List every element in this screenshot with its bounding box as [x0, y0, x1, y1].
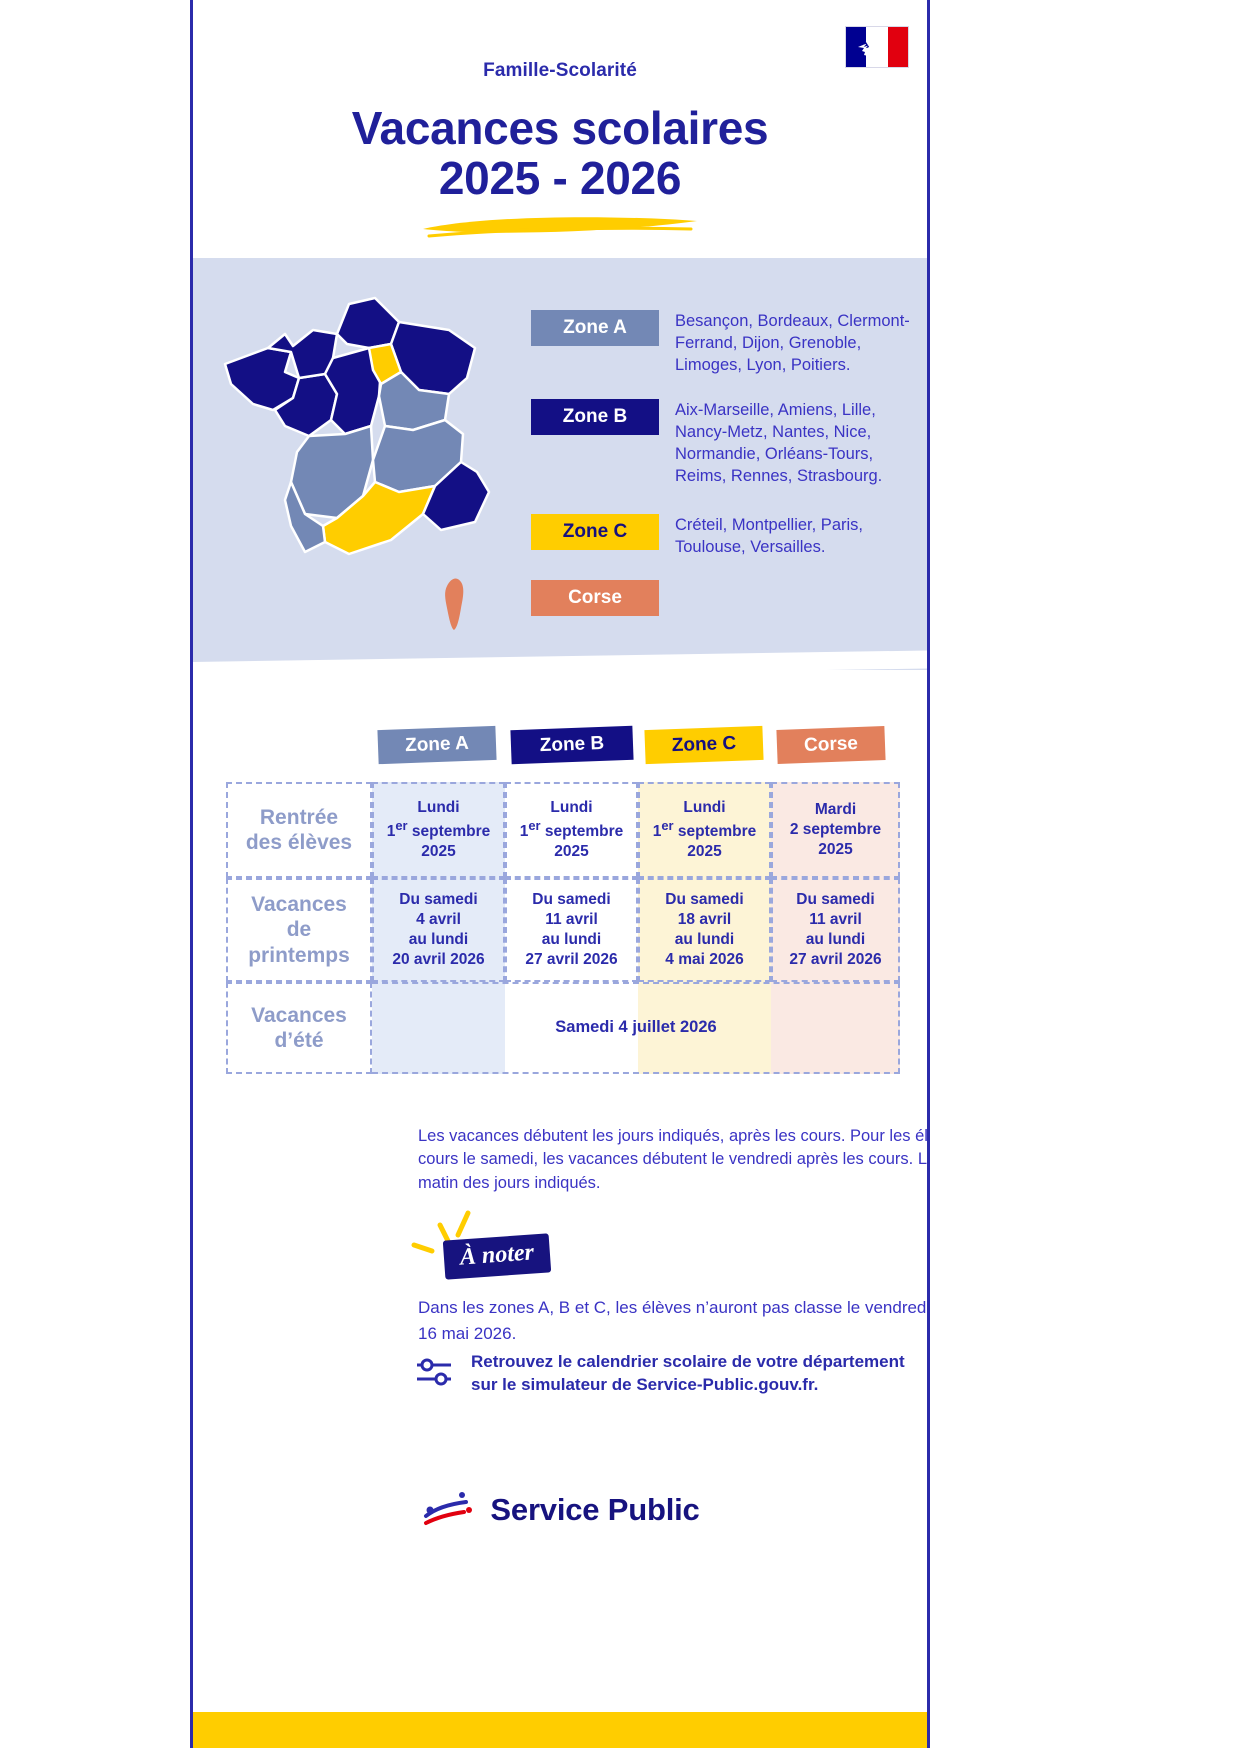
cell-rentree-zone-a: Lundi 1er septembre 2025 [372, 782, 505, 878]
table-header-zone-b: Zone B [510, 725, 634, 765]
legend-cities-zone-c: Créteil, Montpellier, Paris, Toulouse, V… [675, 515, 863, 556]
map-region-paca [421, 460, 491, 532]
marianne-profile-icon [858, 34, 879, 61]
legend-row-corse: Corse [531, 580, 911, 617]
holiday-rules-note: Les vacances débutent les jours indiqués… [418, 1127, 928, 1192]
table-body: Rentrée des élèves Lundi 1er septembre 202… [226, 782, 900, 1074]
infographic-page: Famille-Scolarité Vacances scolaires 202… [190, 0, 930, 1748]
service-public-mark-icon [424, 1492, 473, 1525]
cell-ete-column-tints [372, 982, 900, 1074]
cell-printemps-corse: Du samedi 11 avril au lundi 27 avril 2026 [771, 878, 900, 982]
legend-chip-zone-c: Zone C [531, 513, 659, 550]
page-title-line2: 2025 - 2026 [438, 151, 682, 204]
sparkle-icon [411, 1210, 471, 1254]
simulator-cta[interactable]: Retrouvez le calendrier scolaire de votr… [415, 1350, 927, 1397]
map-band: Zone A Besançon, Bordeaux, Clermont-Ferr… [193, 258, 927, 680]
cell-printemps-zone-b: Du samedi 11 avril au lundi 27 avril 2026 [505, 878, 638, 982]
row-label-rentree: Rentrée des élèves [226, 782, 372, 878]
map-region-corse [445, 578, 464, 630]
a-noter-badge: À noter [442, 1233, 552, 1280]
a-noter-badge-group: À noter [406, 1205, 646, 1285]
cell-printemps-zone-c: Du samedi 18 avril au lundi 4 mai 2026 [638, 878, 771, 982]
service-public-wordmark: Service Public [490, 1492, 700, 1527]
map-region-normandie [266, 328, 339, 380]
row-label-ete: Vacances d’été [226, 982, 372, 1074]
row-label-rentree-line1: Rentrée [259, 805, 339, 829]
legend-cities-zone-b: Aix-Marseille, Amiens, Lille, Nancy-Metz… [675, 400, 883, 485]
map-region-hauts-de-france [335, 296, 401, 350]
holiday-schedule-table: Zone A Zone B Zone C Corse Rentrée des é… [193, 720, 927, 1074]
settings-sliders-icon [417, 1358, 451, 1386]
legend-row-zone-a: Zone A Besançon, Bordeaux, Clermont-Ferr… [531, 310, 911, 377]
cell-ete-value: Samedi 4 juillet 2026 [555, 1018, 717, 1037]
simulator-cta-line2: sur le simulateur de Service-Public.gouv… [471, 1375, 819, 1395]
zone-legend: Zone A Besançon, Bordeaux, Clermont-Ferr… [531, 310, 911, 632]
footer-accent-bar [193, 1712, 927, 1748]
row-label-rentree-line2: des élèves [245, 831, 353, 854]
service-public-logo: Service Public [193, 1490, 927, 1530]
cell-printemps-zone-a: Du samedi 4 avril au lundi 20 avril 2026 [372, 878, 505, 982]
map-region-aquitaine-coast [283, 480, 327, 554]
france-zone-map [223, 296, 491, 630]
table-row: Rentrée des élèves Lundi 1er septembre 202… [226, 782, 900, 878]
page-title-line1: Vacances scolaires [351, 102, 769, 154]
row-label-printemps: Vacances de printemps [226, 878, 372, 982]
page-kicker: Famille-Scolarité [483, 60, 637, 81]
flag-blue-band [846, 27, 867, 67]
legend-chip-corse: Corse [531, 580, 659, 617]
cell-rentree-zone-b: Lundi 1er septembre 2025 [505, 782, 638, 878]
row-label-printemps-line2: de [286, 918, 312, 942]
simulator-cta-line1: Retrouvez le calendrier scolaire de votr… [471, 1352, 905, 1371]
cell-rentree-zone-c: Lundi 1er septembre 2025 [638, 782, 771, 878]
table-row: Vacances de printemps Du samedi 4 avril au… [226, 878, 900, 982]
flag-red-band [887, 27, 908, 67]
table-header-row: Zone A Zone B Zone C Corse [193, 720, 927, 782]
cell-rentree-corse: Mardi 2 septembre 2025 [771, 782, 900, 878]
legend-row-zone-c: Zone C Créteil, Montpellier, Paris, Toul… [531, 513, 911, 559]
legend-chip-zone-b: Zone B [531, 398, 659, 435]
legend-chip-zone-a: Zone A [531, 310, 659, 346]
flag-white-band [858, 27, 888, 67]
legend-cities-zone-a: Besançon, Bordeaux, Clermont-Ferrand, Di… [675, 312, 910, 374]
table-header-zone-a: Zone A [377, 725, 497, 765]
page-title: Vacances scolaires 2025 - 2026 [193, 102, 927, 204]
row-label-ete-line2: d’été [274, 1029, 324, 1052]
simulator-cta-text: Retrouvez le calendrier scolaire de votr… [471, 1350, 905, 1397]
table-header-corse: Corse [776, 726, 886, 764]
row-label-ete-line1: Vacances [251, 1003, 347, 1027]
row-label-printemps-line1: Vacances [251, 893, 347, 917]
row-label-printemps-line3: printemps [248, 943, 350, 967]
french-republic-flag-logo [845, 26, 909, 68]
exception-note: Dans les zones A, B et C, les élèves n’a… [418, 1298, 930, 1344]
legend-row-zone-b: Zone B Aix-Marseille, Amiens, Lille, Nan… [531, 398, 911, 488]
table-header-zone-c: Zone C [644, 725, 764, 765]
table-row: Vacances d’été Samedi 4 juillet 2026 [226, 982, 900, 1074]
band-bottom-edge [193, 650, 927, 680]
title-underline-swoosh [423, 217, 697, 238]
cell-ete-all-zones: Samedi 4 juillet 2026 [372, 982, 900, 1074]
